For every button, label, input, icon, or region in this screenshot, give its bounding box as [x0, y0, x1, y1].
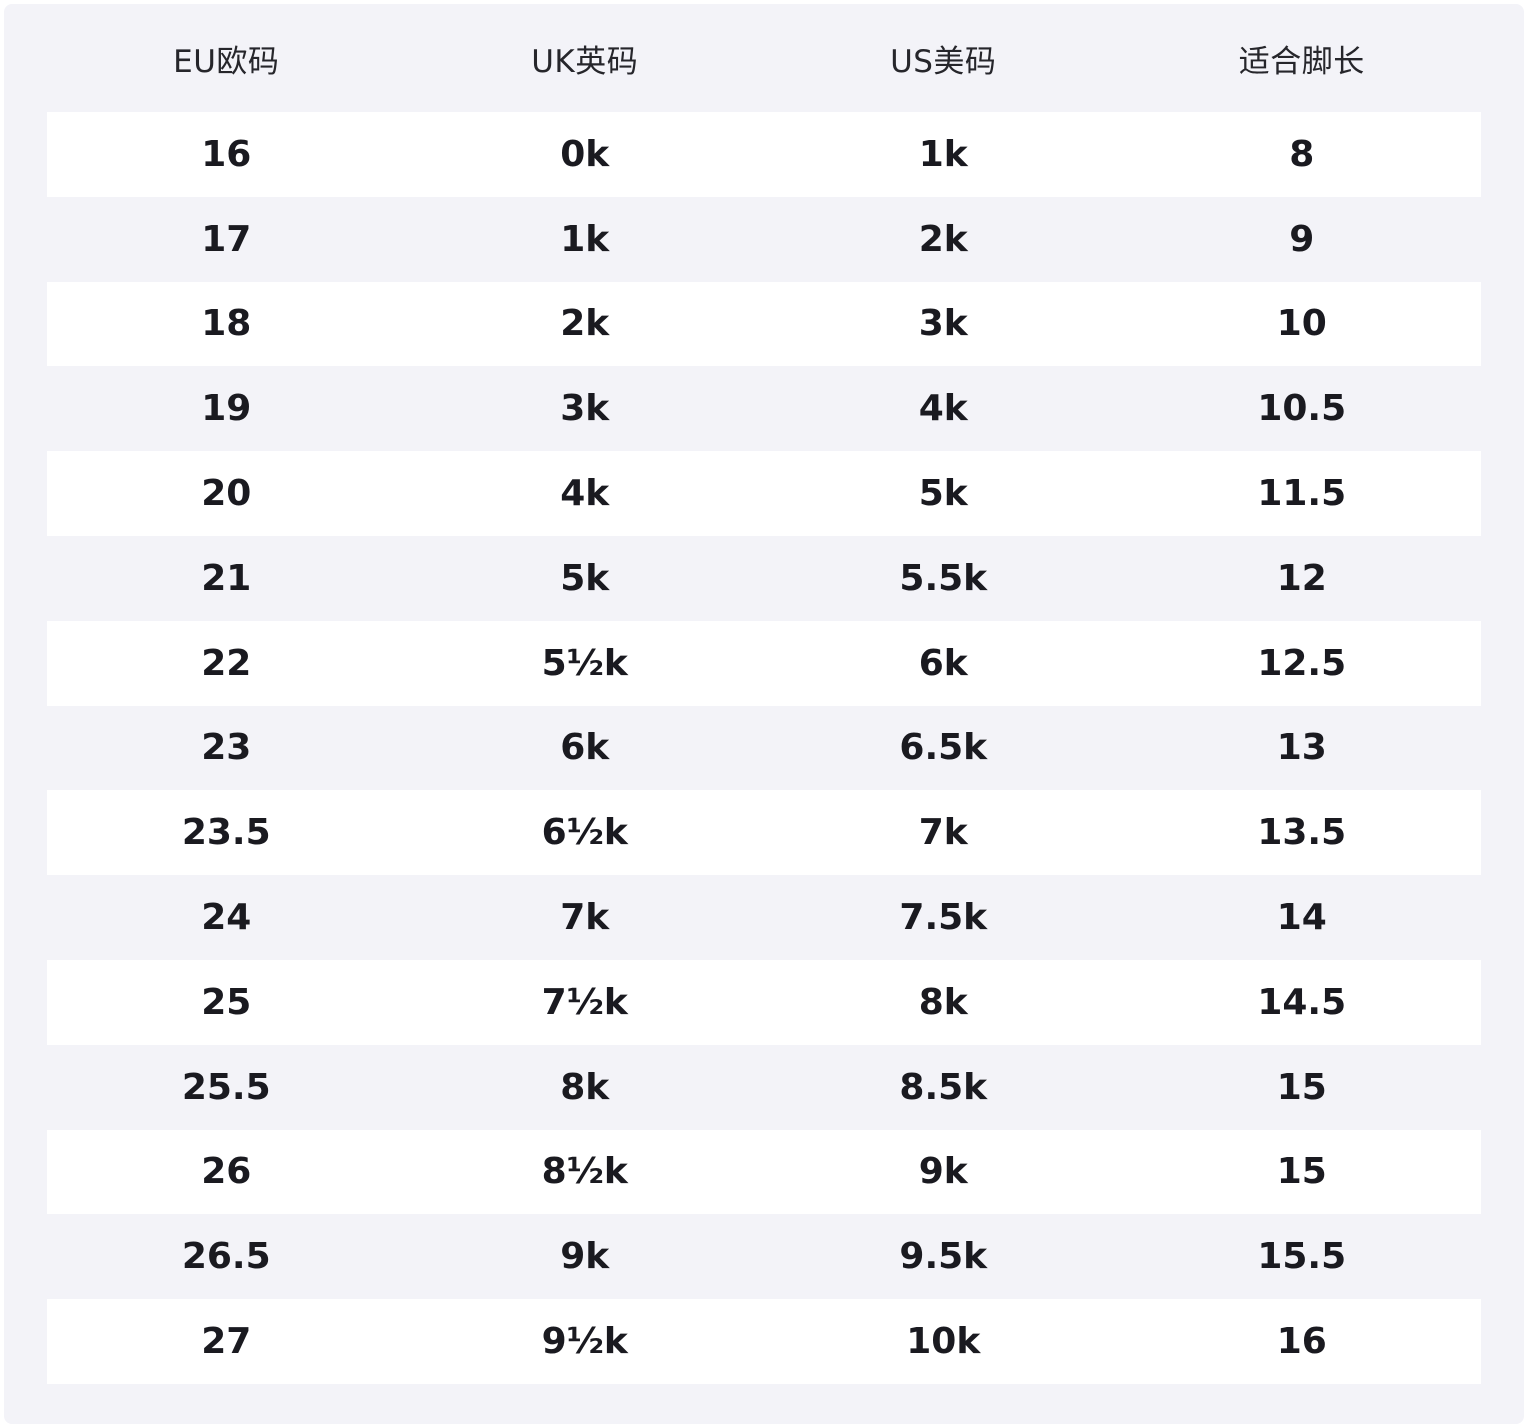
table-cell: 16 [201, 133, 252, 175]
table-cell: 6½k [541, 812, 628, 854]
table-header-row: EU欧码 UK英码 US美码 适合脚长 [47, 4, 1481, 112]
table-cell: 18 [201, 303, 252, 345]
table-cell: 8k [918, 981, 968, 1023]
table-cell: 23.5 [181, 812, 271, 854]
table-cell: 6k [918, 642, 968, 684]
column-header-eu: EU欧码 [173, 43, 280, 80]
table-cell: 19 [201, 388, 252, 430]
table-cell: 6.5k [899, 727, 988, 769]
table-cell: 1k [560, 218, 610, 260]
table-row: 23 6k 6.5k 13 [47, 706, 1481, 791]
table-cell: 22 [201, 642, 252, 684]
table-body: 16 0k 1k 8 17 1k 2k 9 18 2k 3k 10 19 3k 4k 10.5 20 4k 5k 11… [47, 112, 1481, 1384]
size-chart-panel: EU欧码 UK英码 US美码 适合脚长 16 0k 1k 8 17 1k 2k 9 18 2k 3k… [4, 4, 1524, 1424]
table-cell: 12.5 [1257, 642, 1347, 684]
table-cell: 17 [201, 218, 252, 260]
table-row: 21 5k 5.5k 12 [47, 536, 1481, 621]
table-cell: 13 [1276, 727, 1327, 769]
table-row: 22 5½k 6k 12.5 [47, 620, 1481, 706]
table-cell: 26 [201, 1151, 252, 1193]
table-cell: 15 [1276, 1151, 1327, 1193]
table-cell: 3k [560, 388, 610, 430]
table-cell: 24 [201, 897, 252, 939]
table-cell: 7k [560, 897, 610, 939]
table-row: 27 9½k 10k 16 [47, 1299, 1481, 1384]
table-row: 26 8½k 9k 15 [47, 1129, 1481, 1215]
table-cell: 21 [201, 557, 252, 599]
table-cell: 9k [918, 1151, 968, 1193]
table-cell: 16 [1276, 1321, 1327, 1363]
table-row: 24 7k 7.5k 14 [47, 875, 1481, 960]
table-cell: 14 [1276, 897, 1327, 939]
table-cell: 5½k [541, 642, 628, 684]
table-cell: 15 [1276, 1066, 1327, 1108]
table-cell: 10.5 [1257, 388, 1347, 430]
table-cell: 3k [918, 303, 968, 345]
table-row: 25 7½k 8k 14.5 [47, 959, 1481, 1045]
table-cell: 5k [918, 473, 968, 515]
table-cell: 12 [1276, 557, 1327, 599]
table-cell: 14.5 [1257, 981, 1347, 1023]
table-row: 20 4k 5k 11.5 [47, 451, 1481, 536]
table-cell: 8k [560, 1066, 610, 1108]
table-cell: 7½k [541, 981, 628, 1023]
table-cell: 10 [1276, 303, 1327, 345]
table-cell: 4k [918, 388, 968, 430]
table-cell: 5k [560, 557, 610, 599]
table-row: 17 1k 2k 9 [47, 197, 1481, 282]
table-cell: 27 [201, 1321, 252, 1363]
table-cell: 9k [560, 1236, 610, 1278]
column-header-footlength: 适合脚长 [1238, 43, 1365, 80]
table-cell: 2k [918, 218, 968, 260]
table-row: 23.5 6½k 7k 13.5 [47, 790, 1481, 876]
column-header-uk: UK英码 [531, 43, 639, 80]
table-cell: 9½k [541, 1321, 628, 1363]
table-cell: 6k [560, 727, 610, 769]
table-cell: 25.5 [181, 1066, 271, 1108]
column-header-us: US美码 [890, 43, 997, 80]
table-cell: 0k [560, 133, 610, 175]
table-row: 25.5 8k 8.5k 15 [47, 1045, 1481, 1130]
table-cell: 10k [906, 1321, 981, 1363]
table-row: 16 0k 1k 8 [47, 112, 1481, 197]
table-cell: 20 [201, 473, 252, 515]
table-cell: 4k [560, 473, 610, 515]
table-cell: 25 [201, 981, 252, 1023]
table-cell: 2k [560, 303, 610, 345]
table-cell: 8 [1289, 133, 1315, 175]
table-cell: 7.5k [899, 897, 988, 939]
table-cell: 9 [1289, 218, 1315, 260]
table-cell: 7k [918, 812, 968, 854]
table-cell: 8.5k [899, 1066, 988, 1108]
table-cell: 5.5k [899, 557, 988, 599]
table-cell: 8½k [541, 1151, 628, 1193]
table-cell: 23 [201, 727, 252, 769]
table-row: 26.5 9k 9.5k 15.5 [47, 1214, 1481, 1299]
table-row: 18 2k 3k 10 [47, 281, 1481, 367]
table-cell: 1k [918, 133, 968, 175]
table-cell: 13.5 [1257, 812, 1347, 854]
table-cell: 11.5 [1257, 473, 1347, 515]
table-cell: 26.5 [181, 1236, 271, 1278]
table-row: 19 3k 4k 10.5 [47, 366, 1481, 451]
table-cell: 15.5 [1257, 1236, 1347, 1278]
table-cell: 9.5k [899, 1236, 988, 1278]
